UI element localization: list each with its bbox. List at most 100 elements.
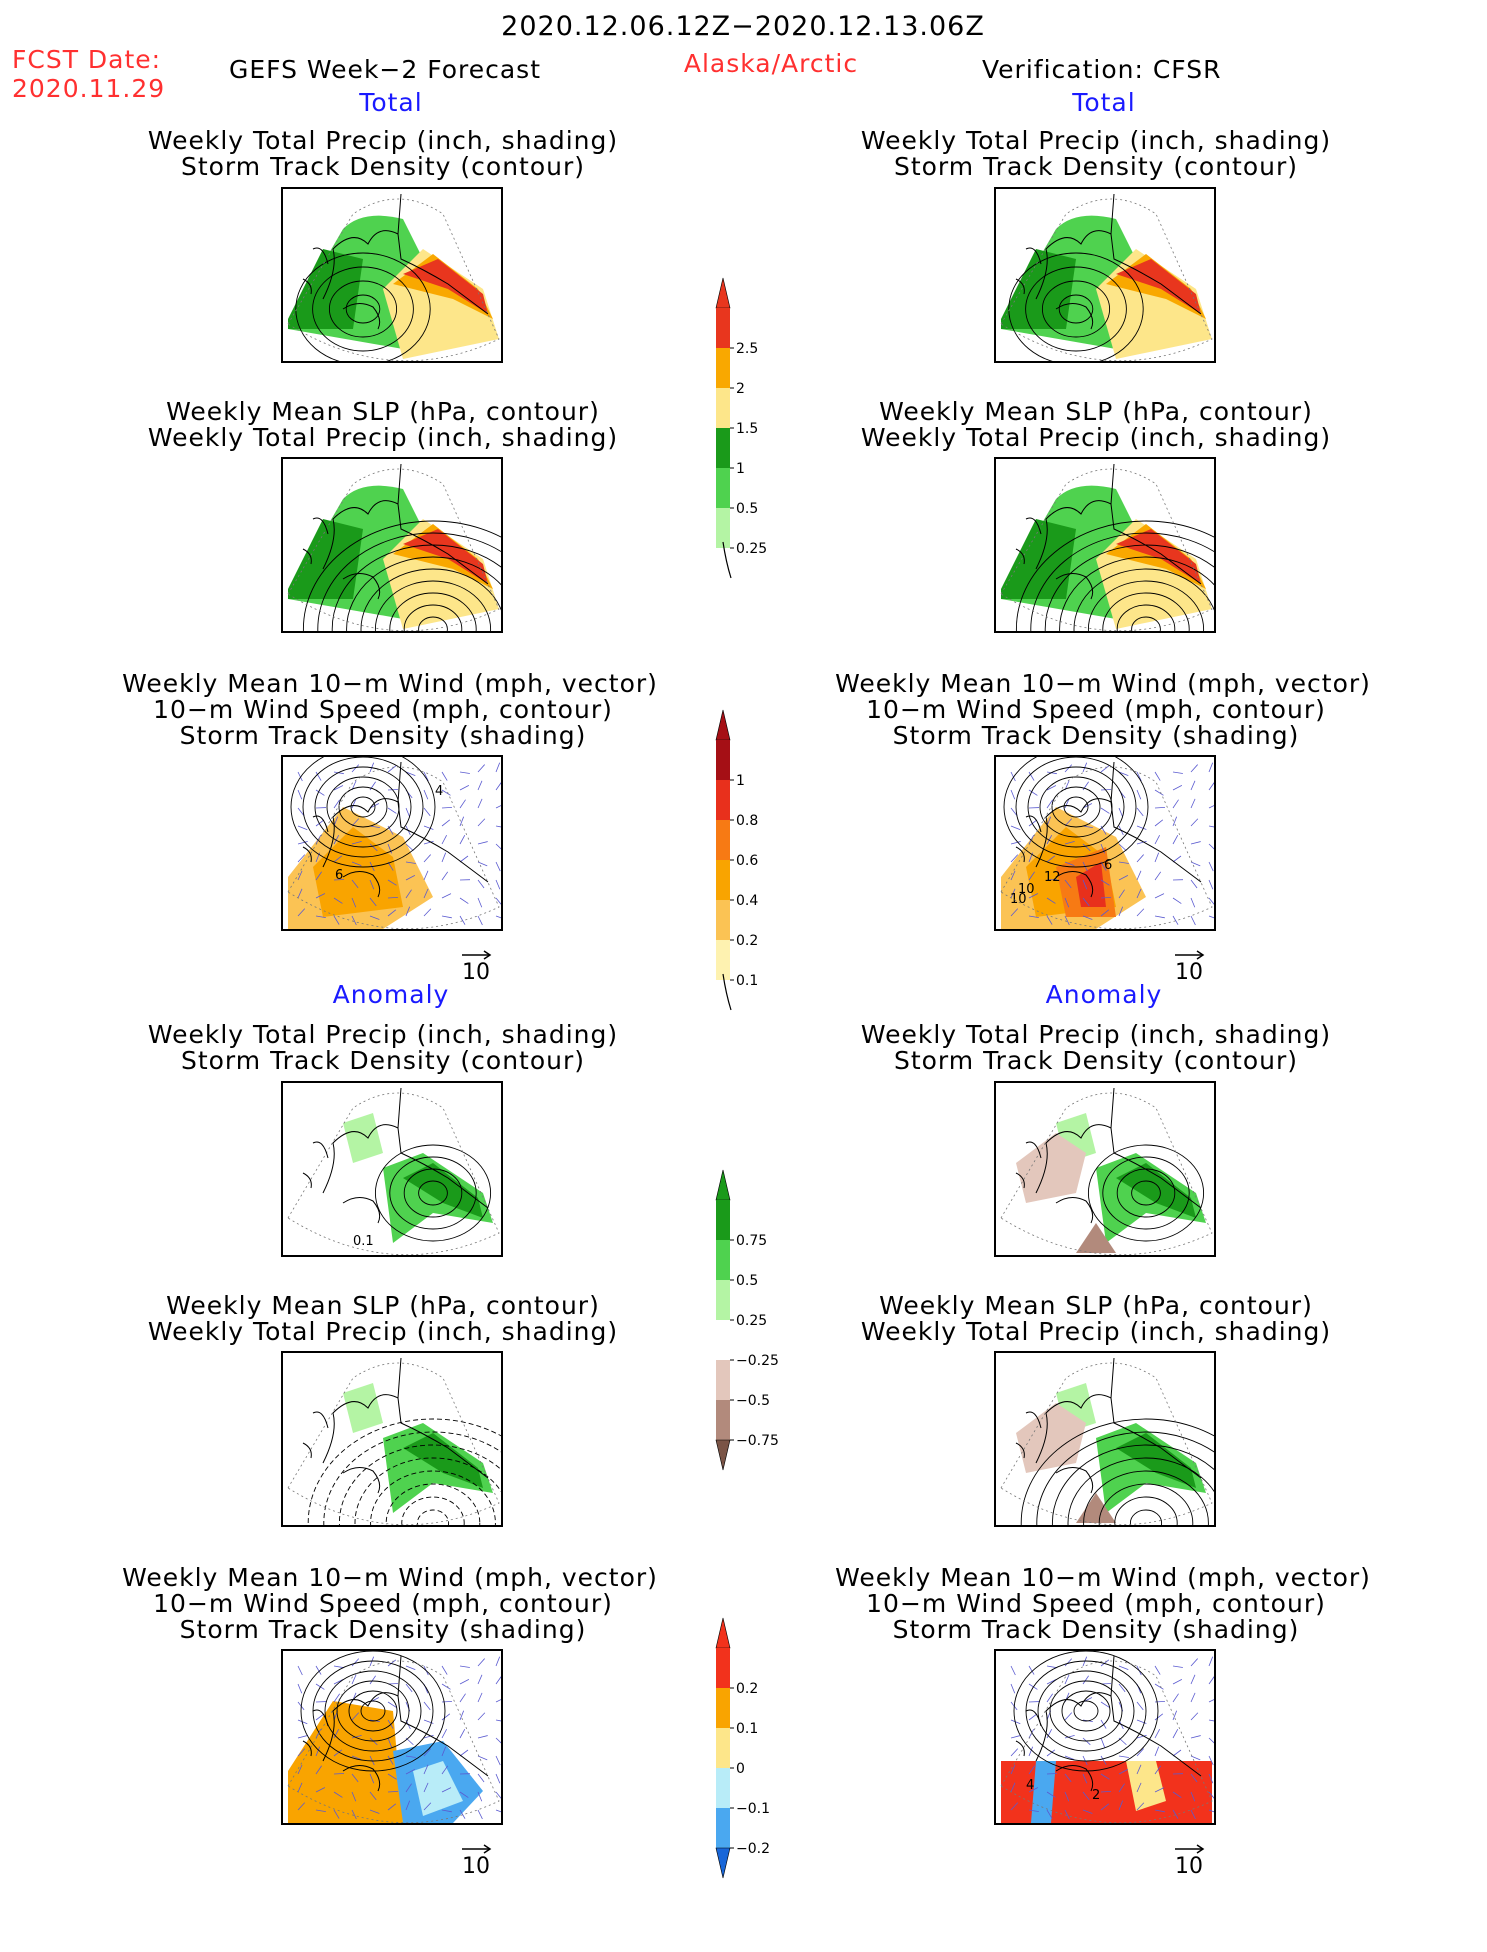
colorbar-svg: 10.80.60.40.20.1 (716, 700, 776, 1040)
colorbar-swatch (716, 740, 730, 780)
map-ver-slp-precip-anom (994, 1351, 1216, 1527)
colorbar-swatch (716, 1808, 730, 1848)
map-svg (996, 189, 1214, 361)
colorbar-label: 0.6 (736, 853, 758, 869)
map-svg (283, 459, 501, 631)
panel-title-line: Storm Track Density (shading) (180, 723, 587, 749)
shading-region (1001, 519, 1076, 599)
colorbar-cap (716, 1618, 730, 1648)
colorbar-label: 0.25 (736, 1313, 767, 1329)
vector-reference-label: 10 (1175, 1854, 1203, 1879)
map-svg (283, 189, 501, 361)
panel-title-line: Weekly Total Precip (inch, shading) (861, 1319, 1331, 1345)
map-ver-precip-track-anom (994, 1081, 1216, 1257)
map-fcst-precip-track-anom: 0.1 (281, 1081, 503, 1257)
vector-reference: 10 (1175, 1844, 1205, 1879)
panel-title-line: Weekly Total Precip (inch, shading) (148, 1319, 618, 1345)
panel-title-line: Weekly Total Precip (inch, shading) (148, 425, 618, 451)
colorbar-swatch (716, 1648, 730, 1688)
colorbar-swatch (716, 308, 730, 348)
fcst-label: FCST Date: (12, 47, 161, 73)
arrow-right-icon (1175, 950, 1205, 960)
colorbar-swatch (716, 388, 730, 428)
colorbar-cap (716, 1440, 730, 1470)
colorbar-swatch (716, 1200, 730, 1240)
panel-title-line: Weekly Mean 10−m Wind (mph, vector) (835, 671, 1371, 697)
contour-label: 6 (1104, 858, 1112, 873)
map-ver-slp-precip-total (994, 457, 1216, 633)
map-svg: 0.1 (283, 1083, 501, 1255)
panel-title-line: 10−m Wind Speed (mph, contour) (866, 1591, 1326, 1617)
map-svg: 42 (996, 1651, 1214, 1823)
map-ver-precip-track-total (994, 187, 1216, 363)
colorbar-swatch (716, 1728, 730, 1768)
map-svg (283, 1651, 501, 1823)
colorbar-label: −0.75 (736, 1433, 779, 1449)
panel-title-line: Weekly Total Precip (inch, shading) (861, 128, 1331, 154)
region-title: Alaska/Arctic (684, 51, 858, 77)
shading-region (343, 1113, 383, 1163)
panel-title-line: Storm Track Density (shading) (893, 1617, 1300, 1643)
colorbar-label: 0.1 (736, 1721, 758, 1737)
map-fcst-wind-anom (281, 1649, 503, 1825)
map-svg (996, 459, 1214, 631)
colorbar-swatch (716, 1320, 730, 1360)
colorbar-label: 0.2 (736, 933, 758, 949)
map-fcst-precip-track-total (281, 187, 503, 363)
section-anomaly-right: Anomaly (1046, 982, 1163, 1008)
panel-title-line: Weekly Mean SLP (hPa, contour) (166, 1293, 600, 1319)
panel-title-line: Storm Track Density (contour) (181, 1048, 585, 1074)
colorbar-label: 1.5 (736, 421, 758, 437)
arrow-right-icon (462, 950, 492, 960)
panel-title-line: Weekly Mean 10−m Wind (mph, vector) (122, 671, 658, 697)
vector-reference-label: 10 (1175, 960, 1203, 985)
panel-title-line: 10−m Wind Speed (mph, contour) (153, 697, 613, 723)
colorbar-label: 0.4 (736, 893, 758, 909)
colorbar-label: 0.75 (736, 1233, 767, 1249)
colorbar-label: −0.1 (736, 1801, 770, 1817)
colorbar-label: 0.8 (736, 813, 758, 829)
colorbar-label: 1 (736, 773, 745, 789)
panel-title-line: Weekly Mean SLP (hPa, contour) (166, 399, 600, 425)
section-total-right: Total (1072, 90, 1135, 116)
map-fcst-slp-precip-total (281, 457, 503, 633)
colorbar-label: 0.5 (736, 1273, 758, 1289)
panel-title-line: Weekly Mean SLP (hPa, contour) (879, 1293, 1313, 1319)
contour-label: 12 (1044, 870, 1061, 885)
verification-title: Verification: CFSR (982, 57, 1221, 83)
contour-label: 4 (435, 784, 443, 799)
colorbar-cap (716, 278, 730, 308)
contour-label: 4 (1026, 1778, 1034, 1793)
shading-region (288, 249, 363, 329)
shading-region (288, 519, 363, 599)
colorbar-label: −0.5 (736, 1393, 770, 1409)
panel-title-line: Weekly Total Precip (inch, shading) (148, 128, 618, 154)
panel-title-line: Storm Track Density (contour) (894, 154, 1298, 180)
panel-title-line: 10−m Wind Speed (mph, contour) (866, 697, 1326, 723)
fcst-date: 2020.11.29 (12, 76, 165, 102)
colorbar-swatch (716, 1768, 730, 1808)
section-anomaly-left: Anomaly (333, 982, 450, 1008)
contour-lines (1014, 1651, 1158, 1771)
colorbar-swatch (716, 1360, 730, 1400)
vector-reference-label: 10 (462, 960, 490, 985)
panel-title-line: Storm Track Density (contour) (894, 1048, 1298, 1074)
colorbar-svg: 2.521.510.50.25 (716, 268, 776, 608)
colorbar-label: 2 (736, 381, 745, 397)
colorbar-swatch (716, 1240, 730, 1280)
panel-title-line: Weekly Total Precip (inch, shading) (861, 425, 1331, 451)
shading-region (343, 1383, 383, 1433)
map-svg (996, 1083, 1214, 1255)
colorbar-label: 0.25 (736, 541, 767, 557)
panel-title-line: Weekly Mean SLP (hPa, contour) (879, 399, 1313, 425)
colorbar-svg: 0.750.50.25−0.25−0.5−0.75 (716, 1160, 776, 1540)
colorbar-swatch (716, 820, 730, 860)
panel-title-line: Storm Track Density (contour) (181, 154, 585, 180)
panel-title-line: Storm Track Density (shading) (893, 723, 1300, 749)
product-title: GEFS Week−2 Forecast (229, 57, 541, 83)
colorbar-swatch (716, 1280, 730, 1320)
